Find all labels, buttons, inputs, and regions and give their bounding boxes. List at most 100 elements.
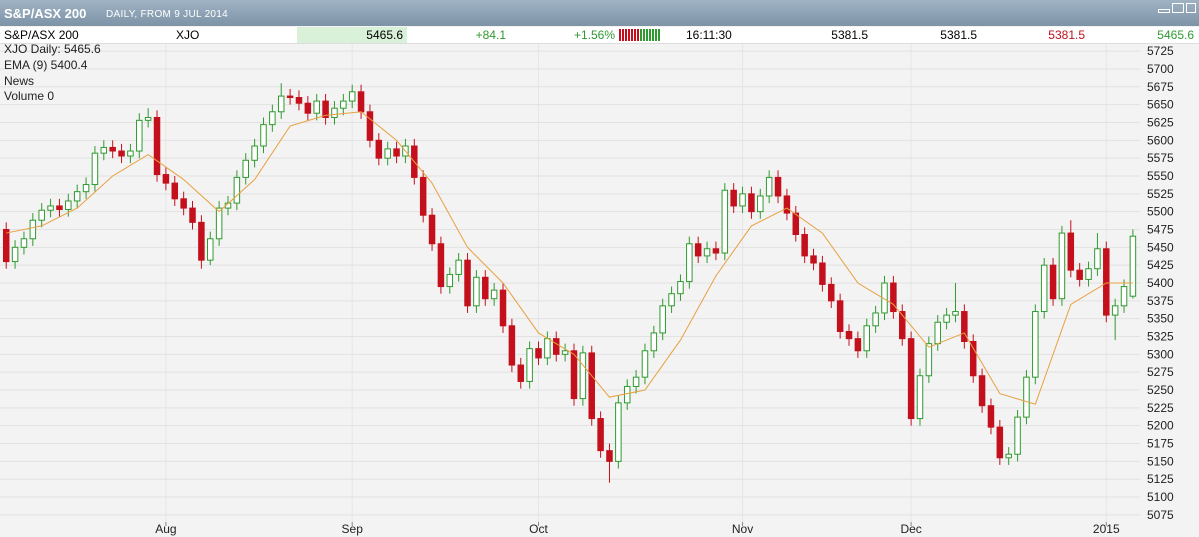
candle-body [277, 95, 285, 113]
candle-body [29, 219, 37, 240]
y-tick-label: 5100 [1147, 490, 1174, 504]
close[interactable] [1186, 3, 1196, 13]
candle-body [872, 312, 879, 327]
y-tick-label: 5500 [1147, 205, 1174, 219]
restore[interactable] [1172, 3, 1184, 13]
candle-body [1076, 269, 1083, 280]
candle-body [375, 139, 383, 159]
change-pct: +1.56% [573, 28, 615, 42]
candle-body [641, 350, 649, 378]
candle-body [579, 352, 587, 400]
candle-body [517, 364, 525, 382]
candle-body [1120, 286, 1128, 307]
candle-body [907, 338, 915, 420]
minimize[interactable] [1158, 9, 1170, 13]
candle-body [136, 119, 143, 152]
candle-body [1040, 264, 1048, 313]
candle-body [943, 314, 950, 323]
candle-body [544, 338, 551, 359]
y-tick-label: 5175 [1147, 437, 1174, 451]
candle-body [1032, 311, 1039, 378]
candle-body [845, 331, 853, 340]
legend-volume: Volume 0 [4, 89, 54, 103]
candle-body [819, 262, 826, 285]
candle-body [233, 176, 241, 204]
candle-body [810, 255, 817, 264]
candle-body [322, 100, 329, 118]
candle-body [437, 243, 445, 288]
candle-body [961, 311, 968, 343]
last: 5465.6 [366, 28, 403, 42]
y-tick-label: 5275 [1147, 365, 1174, 379]
candle-body [331, 107, 338, 118]
candle-body [712, 248, 720, 254]
candle-body [996, 426, 1004, 459]
candle-body [251, 145, 258, 161]
candle-body [11, 246, 19, 263]
candle-body [162, 174, 170, 184]
candle-body [561, 350, 569, 355]
close: 5465.6 [1157, 28, 1194, 42]
candle-body [1005, 453, 1012, 459]
candle-body [686, 243, 693, 283]
candle-body [65, 200, 72, 211]
trend-bars-up [640, 29, 660, 41]
candle-body [916, 375, 924, 420]
candle-body [357, 91, 365, 113]
y-tick-label: 5075 [1147, 508, 1174, 522]
y-tick-label: 5600 [1147, 133, 1174, 147]
candle-body [1058, 232, 1066, 300]
candle-body [340, 100, 347, 109]
candle-body [118, 150, 125, 157]
candle-body [153, 116, 161, 176]
candle-body [47, 205, 54, 211]
candle-body [348, 91, 356, 102]
candle-body [38, 209, 45, 221]
candle-body [757, 195, 764, 213]
y-tick-label: 5350 [1147, 312, 1174, 326]
y-tick-label: 5250 [1147, 383, 1174, 397]
axis-panel [1140, 44, 1199, 537]
candle-body [650, 332, 658, 352]
x-tick-label: Sep [342, 522, 364, 536]
time: 16:11:30 [686, 28, 732, 42]
candle-body [127, 150, 134, 157]
candle-body [189, 207, 196, 223]
y-tick-label: 5325 [1147, 330, 1174, 344]
code: XJO [176, 28, 200, 42]
candle-body [987, 405, 995, 428]
candle-body [1111, 305, 1119, 316]
candle-body [659, 305, 666, 334]
candle-body [792, 212, 800, 235]
candle-body [100, 146, 108, 154]
legend-price: XJO Daily: 5465.6 [4, 44, 101, 56]
candle-body [313, 100, 320, 114]
candle-body [881, 282, 888, 314]
candle-body [597, 418, 604, 452]
y-tick-label: 5650 [1147, 98, 1174, 112]
y-tick-label: 5575 [1147, 151, 1174, 165]
candle-body [286, 95, 294, 99]
title: S&P/ASX 200 [4, 6, 87, 21]
x-tick-label: Nov [732, 522, 753, 536]
candle-body [1094, 248, 1101, 270]
candle-body [366, 111, 374, 141]
candle-body [836, 300, 844, 333]
candle-body [606, 450, 613, 462]
candle-body [588, 352, 595, 420]
candle-body [863, 325, 871, 352]
open: 5381.5 [831, 28, 868, 42]
candle-body [260, 124, 267, 147]
candle-body [198, 221, 205, 261]
change: +84.1 [475, 28, 506, 42]
y-tick-label: 5125 [1147, 472, 1174, 486]
candle-body [854, 338, 862, 352]
candle-body [934, 321, 941, 345]
candle-body [473, 276, 480, 307]
candle-body [215, 207, 223, 240]
candle-body [73, 191, 81, 202]
candle-body [925, 343, 933, 377]
candle-body [748, 193, 755, 213]
candle-body [765, 176, 773, 197]
